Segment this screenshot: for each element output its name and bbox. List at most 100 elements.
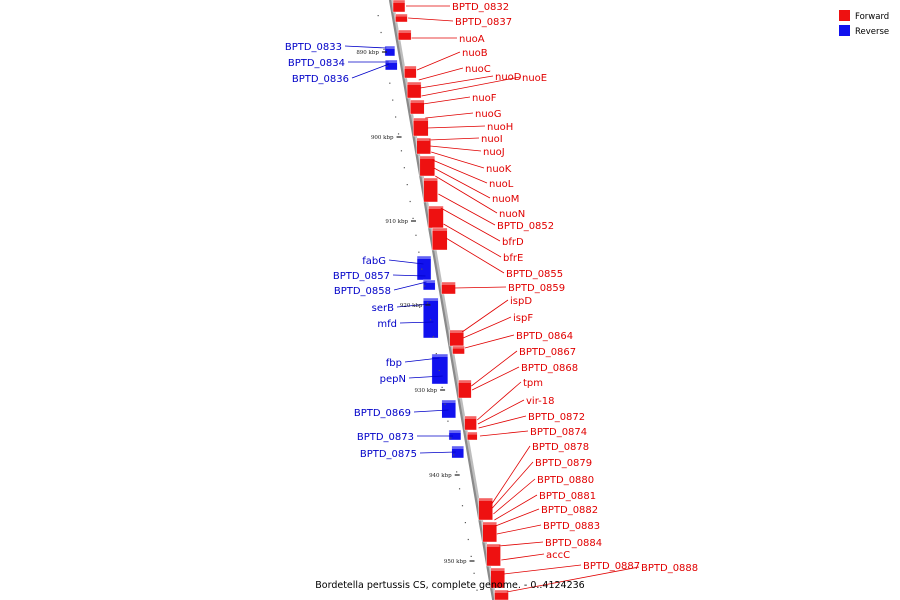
gene-label-nuoc[interactable]: nuoC	[465, 64, 491, 75]
forward-gene-block[interactable]	[490, 567, 505, 589]
gene-label-bptd_0867[interactable]: BPTD_0867	[519, 347, 576, 358]
minor-tick	[418, 251, 420, 253]
gene-label-bptd_0859[interactable]: BPTD_0859	[508, 283, 565, 294]
gene-label-accc[interactable]: accC	[546, 550, 570, 561]
gene-label-bptd_0858[interactable]: BPTD_0858	[334, 286, 391, 297]
forward-gene-block[interactable]	[494, 589, 509, 600]
gene-label-nuoi[interactable]: nuoI	[481, 134, 503, 145]
forward-gene-block[interactable]	[406, 81, 422, 99]
gene-highlight	[410, 100, 425, 103]
gene-label-bptd_0878[interactable]: BPTD_0878	[532, 442, 589, 453]
forward-gene-block[interactable]	[397, 29, 412, 41]
reverse-gene-block[interactable]	[423, 297, 439, 339]
gene-label-bptd_0873[interactable]: BPTD_0873	[357, 432, 414, 443]
forward-gene-block[interactable]	[432, 227, 448, 251]
reverse-gene-block[interactable]	[416, 255, 432, 281]
gene-label-vir-18[interactable]: vir-18	[526, 396, 555, 407]
forward-gene-block[interactable]	[395, 13, 408, 23]
gene-label-bptd_0832[interactable]: BPTD_0832	[452, 2, 509, 13]
gene-label-nuob[interactable]: nuoB	[462, 48, 488, 59]
gene-label-bptd_0883[interactable]: BPTD_0883	[543, 521, 600, 532]
gene-label-nuoa[interactable]: nuoA	[459, 34, 485, 45]
gene-label-bptd_0875[interactable]: BPTD_0875	[360, 449, 417, 460]
gene-label-pepn[interactable]: pepN	[380, 374, 406, 385]
forward-gene-block[interactable]	[423, 177, 438, 203]
gene-label-nuoj[interactable]: nuoJ	[483, 147, 505, 158]
gene-label-bptd_0872[interactable]: BPTD_0872	[528, 412, 585, 423]
forward-gene-block[interactable]	[441, 281, 456, 295]
gene-label-bfre[interactable]: bfrE	[503, 253, 523, 264]
kbp-tick-label: 940 kbp	[429, 473, 452, 479]
gene-label-nuog[interactable]: nuoG	[475, 109, 502, 120]
minor-tick	[377, 15, 379, 17]
gene-label-bptd_0879[interactable]: BPTD_0879	[535, 458, 592, 469]
forward-gene-block[interactable]	[467, 431, 478, 441]
gene-label-bptd_0888[interactable]: BPTD_0888	[641, 563, 698, 574]
gene-label-bptd_0880[interactable]: BPTD_0880	[537, 475, 594, 486]
label-leader-line	[425, 112, 474, 119]
label-leader-line	[479, 430, 529, 437]
gene-label-bptd_0855[interactable]: BPTD_0855	[506, 269, 563, 280]
minor-tick	[432, 336, 435, 338]
gene-label-nuom[interactable]: nuoM	[492, 194, 519, 205]
gene-label-fabg[interactable]: fabG	[362, 256, 386, 267]
gene-label-bptd_0881[interactable]: BPTD_0881	[539, 491, 596, 502]
forward-gene-block[interactable]	[464, 415, 477, 431]
label-leader-line	[421, 76, 521, 97]
forward-gene-block[interactable]	[452, 345, 465, 355]
reverse-gene-block[interactable]	[441, 399, 456, 419]
forward-gene-block[interactable]	[392, 0, 406, 13]
forward-gene-block[interactable]	[486, 543, 501, 567]
gene-label-bptd_0852[interactable]: BPTD_0852	[497, 221, 554, 232]
gene-label-serb[interactable]: serB	[372, 303, 394, 314]
gene-label-bptd_0836[interactable]: BPTD_0836	[292, 74, 349, 85]
minor-tick	[429, 319, 432, 321]
forward-gene-block[interactable]	[419, 155, 436, 177]
reverse-gene-block[interactable]	[448, 429, 462, 441]
gene-label-fbp[interactable]: fbp	[386, 358, 402, 369]
gene-label-nuon[interactable]: nuoN	[499, 209, 525, 220]
gene-label-bfrd[interactable]: bfrD	[502, 237, 524, 248]
gene-label-tpm[interactable]: tpm	[523, 378, 543, 389]
gene-label-bptd_0857[interactable]: BPTD_0857	[333, 271, 390, 282]
gene-highlight	[482, 522, 497, 525]
gene-label-bptd_0882[interactable]: BPTD_0882	[541, 505, 598, 516]
gene-label-ispf[interactable]: ispF	[513, 313, 533, 324]
gene-label-bptd_0837[interactable]: BPTD_0837	[455, 17, 512, 28]
label-leader-line	[435, 175, 498, 214]
minor-tick	[395, 116, 397, 118]
gene-label-nuof[interactable]: nuoF	[472, 93, 497, 104]
forward-gene-block[interactable]	[416, 137, 431, 155]
gene-label-bptd_0833[interactable]: BPTD_0833	[285, 42, 342, 53]
forward-gene-block[interactable]	[428, 205, 444, 229]
gene-label-bptd_0869[interactable]: BPTD_0869	[354, 408, 411, 419]
forward-gene-block[interactable]	[410, 99, 425, 115]
label-leader-line	[477, 399, 525, 425]
gene-label-bptd_0874[interactable]: BPTD_0874	[530, 427, 587, 438]
gene-label-nuod[interactable]: nuoD	[495, 72, 522, 83]
gene-label-nuoe[interactable]: nuoE	[522, 73, 547, 84]
forward-gene-block[interactable]	[404, 65, 417, 79]
gene-highlight	[423, 280, 436, 283]
gene-body	[464, 415, 477, 431]
gene-label-bptd_0868[interactable]: BPTD_0868	[521, 363, 578, 374]
forward-gene-block[interactable]	[413, 117, 429, 137]
gene-label-nuol[interactable]: nuoL	[489, 179, 514, 190]
gene-label-bptd_0864[interactable]: BPTD_0864	[516, 331, 573, 342]
forward-gene-block[interactable]	[482, 521, 497, 543]
forward-gene-block[interactable]	[449, 329, 464, 347]
reverse-gene-block[interactable]	[422, 279, 436, 291]
gene-label-nuoh[interactable]: nuoH	[487, 122, 513, 133]
minor-tick	[447, 420, 449, 422]
gene-label-ispd[interactable]: ispD	[510, 296, 532, 307]
gene-label-bptd_0834[interactable]: BPTD_0834	[288, 58, 345, 69]
forward-gene-block[interactable]	[458, 379, 472, 399]
gene-label-nuok[interactable]: nuoK	[486, 164, 512, 175]
gene-label-mfd[interactable]: mfd	[377, 319, 397, 330]
minor-tick	[467, 538, 469, 541]
gene-label-bptd_0884[interactable]: BPTD_0884	[545, 538, 602, 549]
gene-label-bptd_0887[interactable]: BPTD_0887	[583, 561, 640, 572]
reverse-gene-block[interactable]	[384, 45, 396, 57]
gene-highlight	[404, 66, 417, 69]
forward-gene-block[interactable]	[478, 497, 493, 521]
